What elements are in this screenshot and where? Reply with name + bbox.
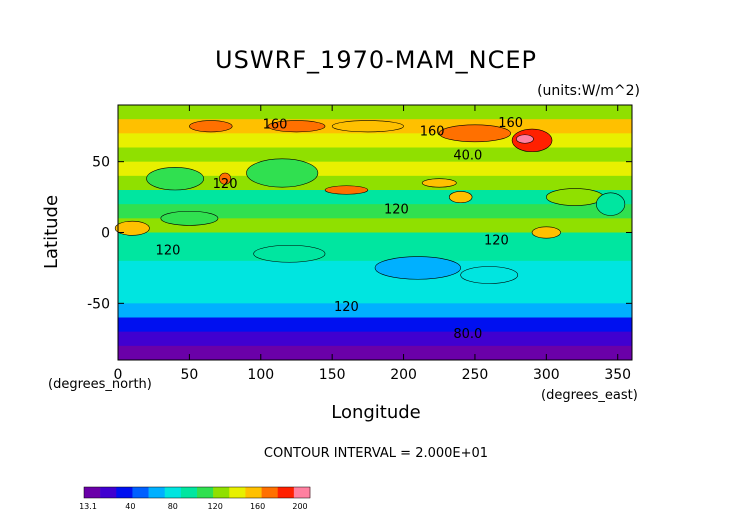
heatmap-patch xyxy=(253,244,326,263)
contour-label: 160 xyxy=(498,116,523,131)
heatmap-patch xyxy=(546,188,604,206)
lat-band xyxy=(118,303,632,318)
colorbar-swatch xyxy=(164,487,182,498)
colorbar-swatch xyxy=(261,487,279,498)
colorbar-swatch xyxy=(229,487,246,498)
chart-title: USWRF_1970-MAM_NCEP xyxy=(215,46,537,74)
x-units-label-right: (degrees_east) xyxy=(541,388,638,403)
heatmap-patch xyxy=(114,220,150,236)
y-axis-label: Latitude xyxy=(41,194,62,270)
colorbar-label: 120 xyxy=(208,502,223,511)
x-axis: 0 50 100 150 200 250 300 350 xyxy=(114,105,631,383)
colorbar-label: 40 xyxy=(125,502,135,511)
heatmap-patch xyxy=(324,185,369,195)
lat-band xyxy=(118,331,632,347)
contour-label: 120 xyxy=(484,234,509,249)
colorbar-swatch xyxy=(100,487,117,498)
colorbar-swatch xyxy=(277,487,295,498)
heatmap-patch xyxy=(374,256,461,280)
colorbar-swatch xyxy=(245,487,262,498)
heatmap-patch xyxy=(531,226,561,239)
colorbar-label: 160 xyxy=(250,502,265,511)
colorbar-label: 200 xyxy=(292,502,307,511)
contour-label: 120 xyxy=(384,202,409,217)
heatmap-patch xyxy=(448,191,473,204)
colorbar-swatch xyxy=(116,487,133,498)
lat-band xyxy=(118,246,632,262)
contour-interval: CONTOUR INTERVAL = 2.000E+01 xyxy=(263,446,489,461)
colorbar-swatch xyxy=(293,487,311,498)
x-tick-label: 0 xyxy=(114,367,123,383)
lat-band xyxy=(118,232,632,248)
lat-band xyxy=(118,317,632,333)
lat-band xyxy=(118,147,632,163)
colorbar-swatch xyxy=(148,487,166,498)
colorbar-label: 13.1 xyxy=(79,502,97,511)
lat-band xyxy=(118,133,632,148)
heatmap-patch xyxy=(246,158,319,188)
lat-band xyxy=(118,275,632,290)
contour-label: 40.0 xyxy=(453,149,482,164)
contour-label: 160 xyxy=(263,117,288,132)
heatmap-patch xyxy=(189,120,233,133)
x-axis-label: Longitude xyxy=(331,402,421,423)
colorbar-frame xyxy=(83,486,311,499)
lat-band xyxy=(118,289,632,304)
heatmap-patch xyxy=(219,172,232,185)
colorbar-label: 80 xyxy=(168,502,178,511)
lat-band xyxy=(118,345,632,361)
contour-labels: 160 160 160 120 120 120 120 120 80.0 40.0 xyxy=(156,116,523,342)
colorbar-swatch xyxy=(197,487,214,498)
lat-band xyxy=(118,204,632,219)
heatmap-patch xyxy=(331,120,404,133)
x-units-label: (degrees_north) xyxy=(48,377,152,392)
lat-band xyxy=(118,190,632,205)
contour-label: 120 xyxy=(156,244,181,259)
heatmap-field xyxy=(118,105,632,361)
y-axis: 50 0 -50 xyxy=(87,155,632,312)
units-label: (units:W/m^2) xyxy=(537,83,640,99)
heatmap-patch xyxy=(516,134,534,144)
colorbar-swatch xyxy=(84,487,101,498)
colorbar-swatch xyxy=(132,487,149,498)
x-tick-label: 150 xyxy=(319,367,346,383)
x-tick-label: 250 xyxy=(462,367,489,383)
heatmap-patches xyxy=(114,120,626,284)
heatmap-patch xyxy=(421,178,457,188)
contour-label: 160 xyxy=(420,125,445,140)
heatmap-patch xyxy=(460,266,519,284)
x-tick-label: 50 xyxy=(180,367,198,383)
heatmap-patch xyxy=(596,192,626,216)
heatmap-patch xyxy=(438,124,511,143)
colorbar: 13.1 40 80 120 160 200 xyxy=(79,486,311,511)
y-tick-label: 50 xyxy=(92,155,110,171)
colorbar-swatch xyxy=(180,487,198,498)
contour-label: 80.0 xyxy=(453,327,482,342)
x-tick-label: 350 xyxy=(604,367,631,383)
contour-label: 120 xyxy=(213,177,238,192)
lat-band xyxy=(118,218,632,233)
lat-band xyxy=(118,175,632,191)
contour-label: 120 xyxy=(334,300,359,315)
y-tick-label: 0 xyxy=(101,226,110,242)
y-tick-label: -50 xyxy=(87,296,110,312)
x-tick-label: 300 xyxy=(533,367,560,383)
colorbar-swatch xyxy=(213,487,230,498)
lat-band xyxy=(118,105,632,120)
x-tick-label: 200 xyxy=(390,367,417,383)
heatmap-patch xyxy=(267,120,326,133)
x-tick-label: 100 xyxy=(247,367,274,383)
heatmap-patch xyxy=(160,210,219,226)
heatmap-patch xyxy=(146,167,204,191)
